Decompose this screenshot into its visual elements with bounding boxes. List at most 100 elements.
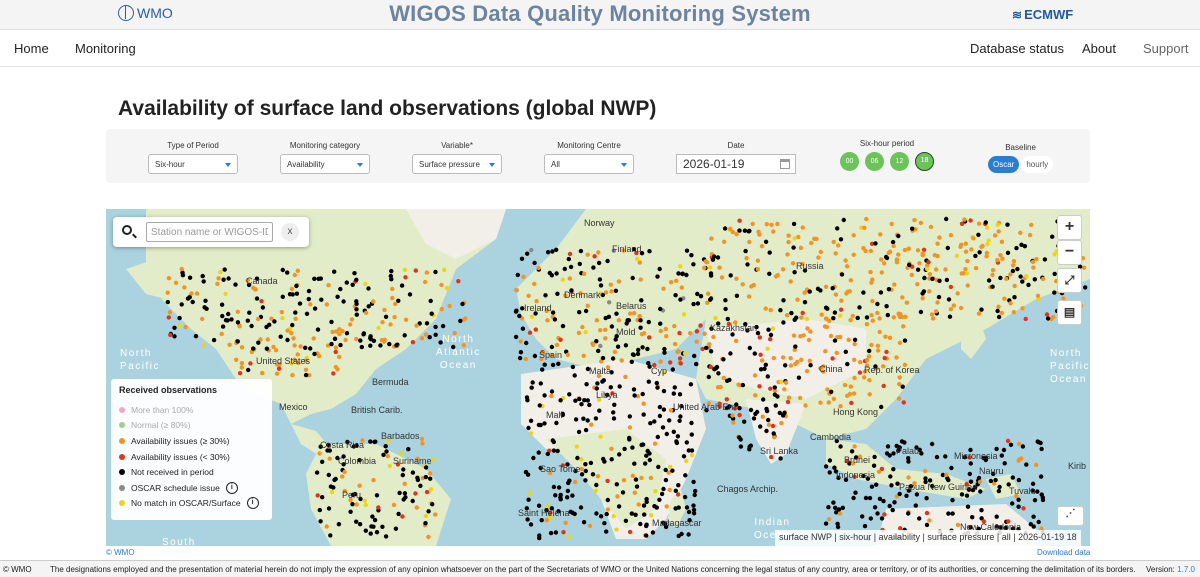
station-dot[interactable]: [341, 454, 346, 459]
station-dot[interactable]: [636, 347, 641, 353]
station-dot[interactable]: [871, 463, 877, 468]
station-dot[interactable]: [850, 461, 856, 466]
station-dot[interactable]: [707, 265, 713, 270]
station-dot[interactable]: [366, 286, 371, 291]
station-dot[interactable]: [332, 336, 338, 342]
station-dot[interactable]: [682, 351, 688, 356]
station-dot[interactable]: [335, 455, 340, 461]
station-dot[interactable]: [868, 516, 873, 521]
station-dot[interactable]: [370, 514, 375, 519]
station-dot[interactable]: [818, 400, 823, 405]
station-dot[interactable]: [827, 318, 832, 324]
station-dot[interactable]: [572, 373, 577, 378]
station-dot[interactable]: [555, 448, 560, 454]
station-dot[interactable]: [836, 507, 842, 512]
station-dot[interactable]: [1083, 285, 1088, 290]
station-dot[interactable]: [686, 509, 692, 515]
station-dot[interactable]: [869, 484, 875, 489]
station-dot[interactable]: [675, 492, 681, 497]
station-dot[interactable]: [684, 505, 690, 510]
station-dot[interactable]: [908, 484, 914, 489]
station-dot[interactable]: [579, 466, 584, 472]
station-dot[interactable]: [819, 312, 824, 317]
station-dot[interactable]: [951, 303, 956, 308]
station-dot[interactable]: [429, 311, 434, 316]
station-dot[interactable]: [915, 248, 921, 253]
station-dot[interactable]: [861, 246, 866, 251]
station-dot[interactable]: [631, 352, 636, 358]
station-dot[interactable]: [983, 457, 988, 463]
station-dot[interactable]: [887, 503, 892, 509]
station-dot[interactable]: [225, 318, 230, 323]
station-dot[interactable]: [865, 476, 871, 481]
station-dot[interactable]: [649, 513, 654, 518]
station-dot[interactable]: [410, 340, 416, 345]
station-dot[interactable]: [676, 271, 681, 276]
station-dot[interactable]: [928, 224, 934, 230]
station-dot[interactable]: [967, 455, 972, 460]
station-dot[interactable]: [344, 280, 349, 285]
station-dot[interactable]: [990, 272, 995, 278]
station-dot[interactable]: [583, 329, 588, 335]
station-dot[interactable]: [632, 461, 637, 466]
station-dot[interactable]: [747, 239, 752, 245]
station-dot[interactable]: [289, 286, 295, 292]
station-dot[interactable]: [869, 313, 874, 318]
station-dot[interactable]: [1020, 306, 1025, 311]
station-dot[interactable]: [857, 370, 863, 375]
station-dot[interactable]: [958, 244, 963, 249]
station-dot[interactable]: [785, 399, 791, 405]
station-dot[interactable]: [757, 335, 762, 340]
station-dot[interactable]: [831, 396, 837, 402]
station-dot[interactable]: [679, 285, 684, 290]
station-dot[interactable]: [691, 503, 696, 508]
station-dot[interactable]: [760, 414, 765, 419]
monitoring-category-select[interactable]: Availability: [280, 154, 370, 174]
station-dot[interactable]: [986, 238, 991, 243]
station-dot[interactable]: [963, 249, 969, 254]
station-dot[interactable]: [924, 522, 930, 528]
station-dot[interactable]: [414, 323, 419, 328]
station-dot[interactable]: [640, 391, 645, 397]
station-dot[interactable]: [691, 301, 696, 307]
station-dot[interactable]: [745, 328, 750, 333]
zoom-out-button[interactable]: −: [1057, 240, 1082, 265]
station-dot[interactable]: [674, 278, 679, 283]
info-icon[interactable]: i: [246, 497, 259, 510]
station-dot[interactable]: [609, 457, 614, 462]
station-dot[interactable]: [544, 518, 549, 523]
station-dot[interactable]: [765, 374, 770, 379]
station-dot[interactable]: [917, 447, 922, 452]
station-dot[interactable]: [807, 289, 812, 294]
station-dot[interactable]: [577, 310, 582, 315]
station-dot[interactable]: [663, 467, 668, 473]
search-icon[interactable]: [122, 225, 132, 235]
station-dot[interactable]: [542, 393, 547, 398]
station-dot[interactable]: [560, 463, 566, 468]
station-dot[interactable]: [296, 360, 301, 366]
station-dot[interactable]: [728, 351, 733, 356]
station-dot[interactable]: [897, 375, 902, 380]
station-dot[interactable]: [967, 471, 972, 477]
station-dot[interactable]: [829, 389, 834, 394]
station-dot[interactable]: [400, 514, 405, 519]
station-dot[interactable]: [1005, 222, 1010, 227]
station-dot[interactable]: [954, 253, 960, 259]
station-dot[interactable]: [771, 229, 776, 234]
station-dot[interactable]: [891, 467, 896, 472]
station-dot[interactable]: [864, 315, 870, 320]
station-dot[interactable]: [379, 338, 385, 343]
station-dot[interactable]: [695, 301, 701, 306]
station-dot[interactable]: [426, 509, 431, 514]
station-dot[interactable]: [428, 298, 433, 304]
station-dot[interactable]: [190, 299, 195, 305]
station-dot[interactable]: [936, 294, 942, 300]
station-dot[interactable]: [791, 221, 797, 227]
station-dot[interactable]: [927, 272, 933, 277]
station-dot[interactable]: [290, 373, 295, 378]
nav-home[interactable]: Home: [14, 41, 49, 56]
station-dot[interactable]: [788, 279, 793, 284]
station-dot[interactable]: [387, 341, 392, 347]
station-dot[interactable]: [778, 308, 783, 313]
station-dot[interactable]: [368, 439, 373, 444]
